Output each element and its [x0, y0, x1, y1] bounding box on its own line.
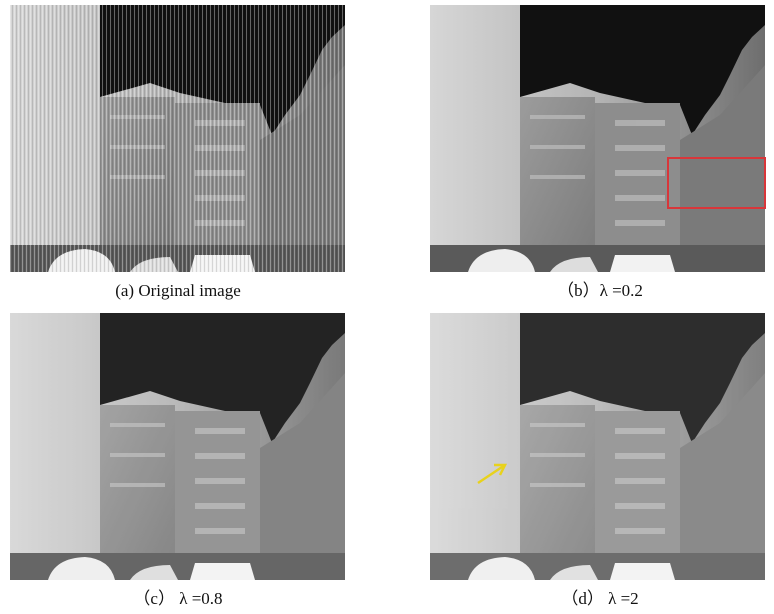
- panel-d: [430, 313, 765, 580]
- caption: （b）λ =0.2: [557, 281, 643, 300]
- caption: （d） λ =2: [561, 589, 638, 608]
- caption: (a) Original image: [115, 281, 241, 300]
- panel-a: [10, 5, 345, 272]
- panel-c: [10, 313, 345, 580]
- panel-b: [430, 5, 765, 272]
- caption: （c） λ =0.8: [133, 589, 222, 608]
- figure: (a) Original image （b）λ =0.2 （c） λ =0.8 …: [0, 0, 774, 614]
